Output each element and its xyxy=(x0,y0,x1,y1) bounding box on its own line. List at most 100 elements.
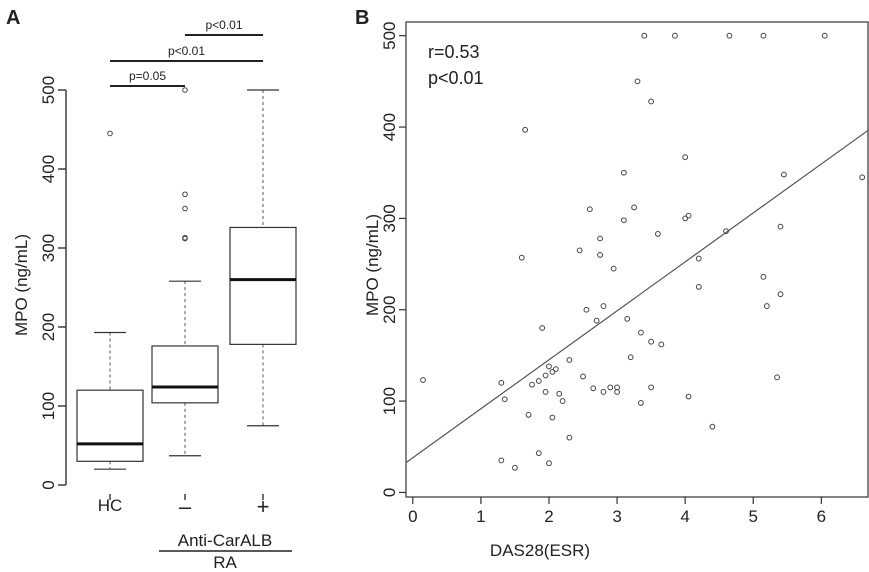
scatter-point xyxy=(593,317,600,324)
scatter-point xyxy=(760,32,767,39)
scatter-point xyxy=(763,303,770,309)
scatter-point xyxy=(501,396,508,403)
scatter-point xyxy=(546,460,552,467)
correlation-r-text: r=0.53 xyxy=(428,42,480,62)
scatter-point xyxy=(529,381,535,388)
panel-a-y-tick-label: 0 xyxy=(39,480,58,489)
panel-a-y-tick-label: 300 xyxy=(39,234,58,262)
panel-b-y-tick-label: 300 xyxy=(380,204,399,232)
scatter-point xyxy=(620,169,627,176)
scatter-point xyxy=(522,126,529,133)
scatter-point xyxy=(518,254,525,261)
scatter-point xyxy=(600,389,607,395)
scatter-point xyxy=(777,291,784,298)
panel-a-category-label: HC xyxy=(98,496,123,515)
scatter-point xyxy=(723,228,729,235)
scatter-point xyxy=(726,32,733,39)
scatter-point xyxy=(641,32,648,39)
scatter-point xyxy=(685,212,692,219)
panel-b-x-tick-label: 4 xyxy=(680,507,689,526)
scatter-point xyxy=(859,174,866,181)
scatter-point xyxy=(420,377,426,383)
scatter-point xyxy=(774,374,780,381)
panel-b-x-tick-label: 5 xyxy=(749,507,758,526)
scatter-point xyxy=(600,303,607,309)
scatter-point xyxy=(777,223,784,230)
scatter-point xyxy=(648,98,655,105)
panel-a-y-axis-title: MPO (ng/mL) xyxy=(12,234,31,336)
box-iqr xyxy=(76,389,144,462)
panel-a-category-label: – xyxy=(179,494,192,519)
panel-b-plot-frame xyxy=(405,21,869,498)
box-outlier-point xyxy=(182,234,188,241)
scatter-point xyxy=(607,384,614,391)
scatter-point xyxy=(542,389,549,395)
scatter-point xyxy=(552,366,559,373)
scatter-point xyxy=(672,32,678,39)
significance-label: p<0.01 xyxy=(205,18,242,32)
panel-a-bracket-label: RA xyxy=(213,553,237,572)
panel-b-y-tick-label: 400 xyxy=(380,113,399,141)
scatter-point xyxy=(620,217,627,224)
scatter-point xyxy=(525,411,532,418)
panel-b-x-tick-label: 3 xyxy=(612,507,621,526)
significance-label: p<0.01 xyxy=(168,44,205,58)
panel-b-y-tick-label: 0 xyxy=(380,488,399,497)
panel-b-y-tick-label: 100 xyxy=(380,387,399,415)
scatter-point xyxy=(597,252,603,258)
box-outlier-point xyxy=(182,87,188,93)
panel-b-y-axis-title: MPO (ng/mL) xyxy=(363,214,382,316)
panel-a-y-tick-label: 100 xyxy=(39,392,58,420)
box-iqr xyxy=(151,345,219,404)
scatter-point xyxy=(682,154,689,161)
scatter-point xyxy=(576,247,583,254)
scatter-point xyxy=(498,379,505,386)
regression-line xyxy=(405,129,869,464)
scatter-point xyxy=(638,329,644,336)
scatter-point xyxy=(597,235,603,242)
scatter-point xyxy=(648,384,655,391)
scatter-point xyxy=(821,32,828,39)
scatter-point xyxy=(682,215,689,222)
panel-b-x-tick-label: 2 xyxy=(544,507,553,526)
panel-a-group-label: Anti-CarALB xyxy=(178,531,272,550)
scatter-point xyxy=(631,204,637,211)
panel-b-y-tick-label: 200 xyxy=(380,296,399,324)
scatter-point xyxy=(655,231,661,237)
scatter-point xyxy=(586,206,593,213)
scatter-point xyxy=(685,393,692,400)
scatter-point xyxy=(760,273,767,280)
scatter-point xyxy=(549,368,556,375)
box-outlier-point xyxy=(182,205,188,212)
scatter-point xyxy=(535,378,542,384)
box-iqr xyxy=(229,226,297,345)
scatter-point xyxy=(580,373,586,380)
panel-b-x-tick-label: 0 xyxy=(408,507,417,526)
scatter-point xyxy=(549,414,556,421)
box-outlier-point xyxy=(182,191,188,198)
panel-b-scatter: 0 1 2 3 4 5 6 0 100 200 300 400 500 xyxy=(380,21,869,526)
scatter-point xyxy=(627,354,634,361)
scatter-point xyxy=(614,384,620,391)
scatter-point xyxy=(512,464,518,471)
scatter-point xyxy=(634,78,641,85)
scatter-point xyxy=(658,341,665,348)
scatter-point xyxy=(709,423,716,430)
panel-b-letter: B xyxy=(355,7,369,29)
scatter-point xyxy=(559,398,566,404)
scatter-point xyxy=(638,400,644,406)
scatter-point xyxy=(542,372,549,379)
scatter-point xyxy=(535,450,542,457)
scatter-point xyxy=(566,357,573,363)
panel-b-y-tick-label: 500 xyxy=(380,22,399,50)
scatter-point xyxy=(695,284,702,290)
scatter-point xyxy=(556,390,563,397)
scatter-point xyxy=(780,171,787,178)
scatter-point xyxy=(546,363,552,370)
scatter-point xyxy=(498,457,505,464)
scatter-point xyxy=(583,306,590,313)
panel-a-y-tick-label: 400 xyxy=(39,155,58,183)
scatter-point xyxy=(590,385,597,392)
scatter-point xyxy=(624,315,631,322)
